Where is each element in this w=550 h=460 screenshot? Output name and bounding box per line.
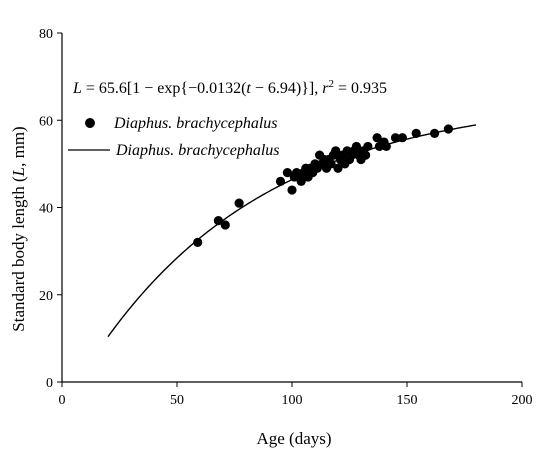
data-point — [443, 124, 453, 134]
x-tick-label: 100 — [282, 393, 303, 408]
y-tick-label: 0 — [46, 376, 53, 391]
data-point — [381, 141, 391, 152]
y-tick-label: 80 — [39, 27, 53, 42]
data-point — [333, 163, 343, 173]
legend-label-curve: Diaphus. brachycephalus — [115, 142, 280, 159]
legend: Diaphus. brachycephalus Diaphus. brachyc… — [68, 115, 280, 159]
y-tick-label: 60 — [39, 114, 53, 129]
data-point — [390, 133, 401, 143]
data-point — [361, 150, 371, 160]
data-point — [326, 159, 336, 169]
data-point — [275, 176, 286, 186]
y-axis-label: Standard body length (L, mm) — [9, 126, 28, 331]
data-point — [397, 133, 407, 143]
x-tick-label: 50 — [170, 393, 184, 408]
data-point — [193, 237, 203, 247]
y-tick-label: 40 — [39, 202, 53, 217]
axis-ticks: 0 50 100 150 200 0 20 40 60 80 — [39, 27, 533, 408]
x-tick-label: 200 — [512, 393, 533, 408]
legend-label-points: Diaphus. brachycephalus — [113, 115, 278, 132]
data-point — [331, 146, 341, 156]
data-point — [372, 133, 382, 143]
legend-point-marker — [85, 118, 95, 128]
x-tick-label: 150 — [397, 393, 418, 408]
data-point — [282, 168, 292, 178]
data-point — [363, 141, 373, 152]
x-axis-label: Age (days) — [256, 429, 331, 448]
data-point — [220, 220, 230, 230]
fit-equation: L = 65.6[1 − exp{−0.0132(t − 6.94)}], r2… — [72, 78, 387, 97]
data-point — [411, 128, 421, 138]
data-point — [430, 128, 440, 138]
data-point — [287, 185, 297, 195]
y-tick-label: 20 — [39, 289, 53, 304]
data-point — [234, 198, 244, 208]
data-point — [351, 141, 361, 152]
x-tick-label: 0 — [59, 393, 66, 408]
data-points-layer — [193, 124, 453, 247]
data-point — [296, 176, 306, 186]
data-point — [213, 215, 223, 226]
